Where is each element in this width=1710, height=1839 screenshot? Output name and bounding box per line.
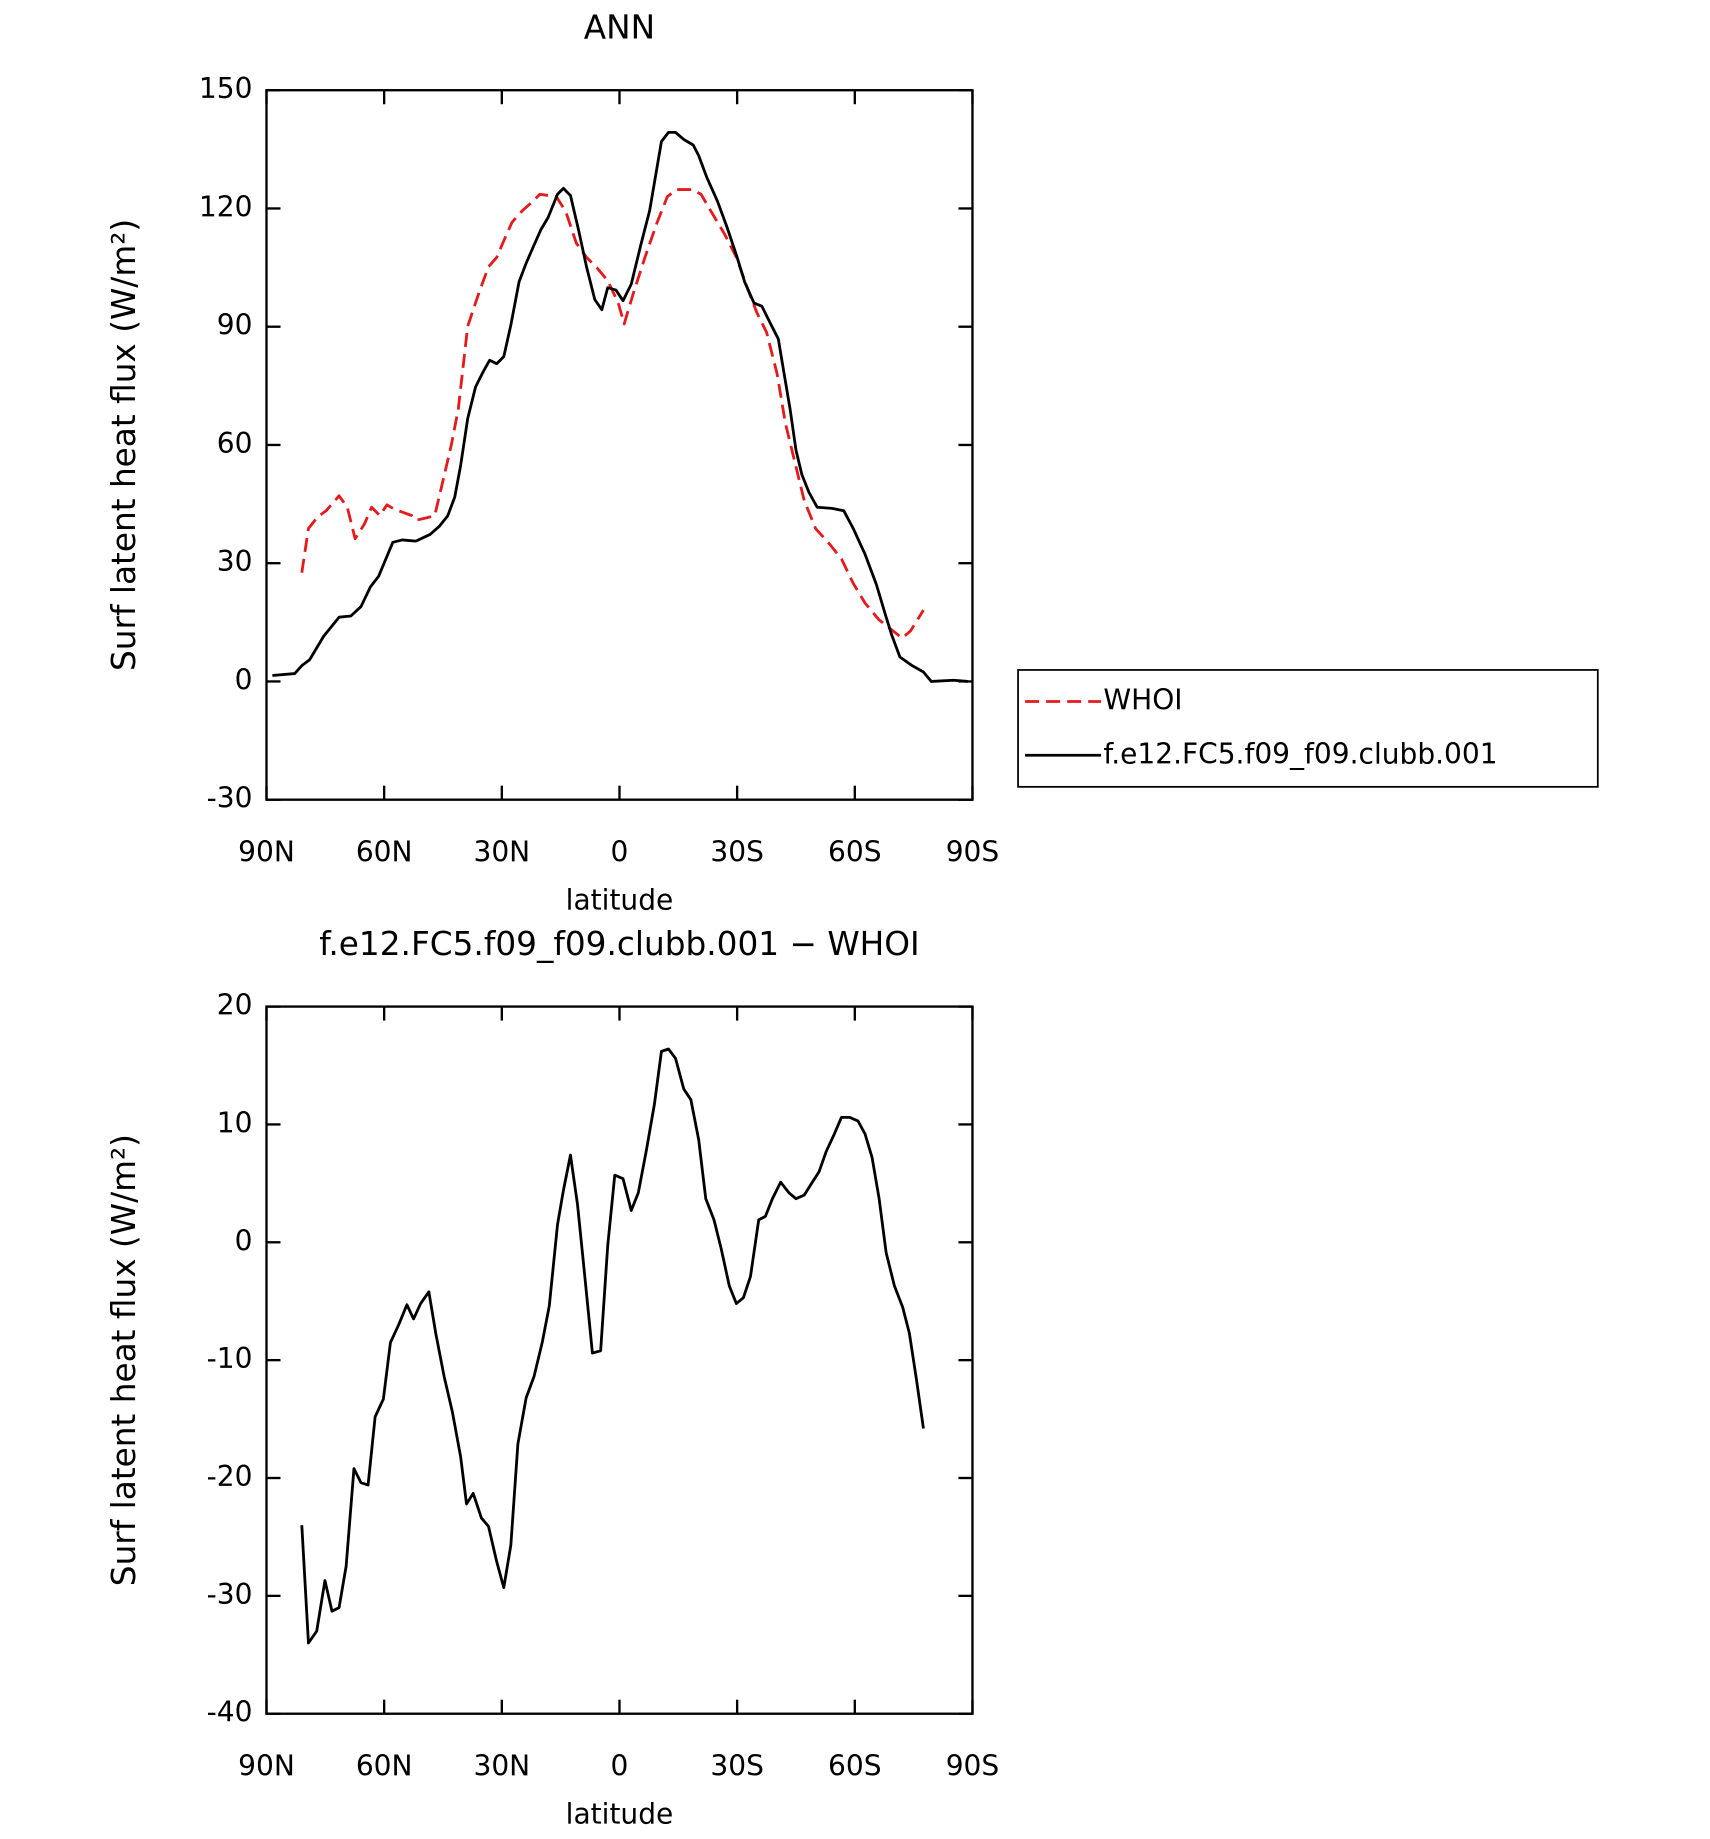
y-tick-label: 150 xyxy=(199,72,253,105)
x-tick-label: 60N xyxy=(356,1749,413,1782)
legend-label: f.e12.FC5.f09_f09.clubb.001 xyxy=(1103,737,1497,770)
y-tick-label: 0 xyxy=(235,1224,253,1257)
chart-title: f.e12.FC5.f09_f09.clubb.001 − WHOI xyxy=(319,925,919,963)
x-tick-label: 90N xyxy=(238,835,295,868)
x-tick-label: 30N xyxy=(473,835,530,868)
x-tick-label: 60N xyxy=(356,835,413,868)
data-line xyxy=(300,188,925,640)
y-tick-label: -20 xyxy=(207,1460,253,1493)
data-line xyxy=(300,1047,925,1645)
x-tick-label: 90S xyxy=(946,835,1000,868)
x-axis-label: latitude xyxy=(566,1797,674,1830)
x-tick-label: 90N xyxy=(238,1749,295,1782)
y-axis-label: Surf latent heat flux (W/m²) xyxy=(105,219,143,671)
y-tick-label: 90 xyxy=(217,309,253,342)
x-tick-label: 0 xyxy=(611,1749,629,1782)
y-tick-label: 60 xyxy=(217,427,253,460)
x-tick-label: 30S xyxy=(710,1749,764,1782)
y-tick-label: -30 xyxy=(207,1578,253,1611)
y-tick-label: 0 xyxy=(235,663,253,696)
y-axis-label: Surf latent heat flux (W/m²) xyxy=(105,1134,143,1586)
chart-title: ANN xyxy=(584,8,655,46)
x-tick-label: 90S xyxy=(946,1749,1000,1782)
y-tick-label: 30 xyxy=(217,545,253,578)
y-tick-label: 10 xyxy=(217,1106,253,1139)
plot-frame xyxy=(265,1005,974,1715)
y-tick-label: -40 xyxy=(207,1696,253,1729)
data-line xyxy=(272,130,968,683)
y-tick-label: -30 xyxy=(207,782,253,815)
plot-frame xyxy=(265,89,974,801)
x-tick-label: 0 xyxy=(611,835,629,868)
legend-label: WHOI xyxy=(1103,684,1182,717)
legend-box xyxy=(1017,669,1599,788)
x-axis-label: latitude xyxy=(566,883,674,916)
y-tick-label: -10 xyxy=(207,1342,253,1375)
y-tick-label: 120 xyxy=(199,190,253,223)
y-tick-label: 20 xyxy=(217,989,253,1022)
x-tick-label: 60S xyxy=(828,1749,882,1782)
x-tick-label: 60S xyxy=(828,835,882,868)
x-tick-label: 30N xyxy=(473,1749,530,1782)
x-tick-label: 30S xyxy=(710,835,764,868)
